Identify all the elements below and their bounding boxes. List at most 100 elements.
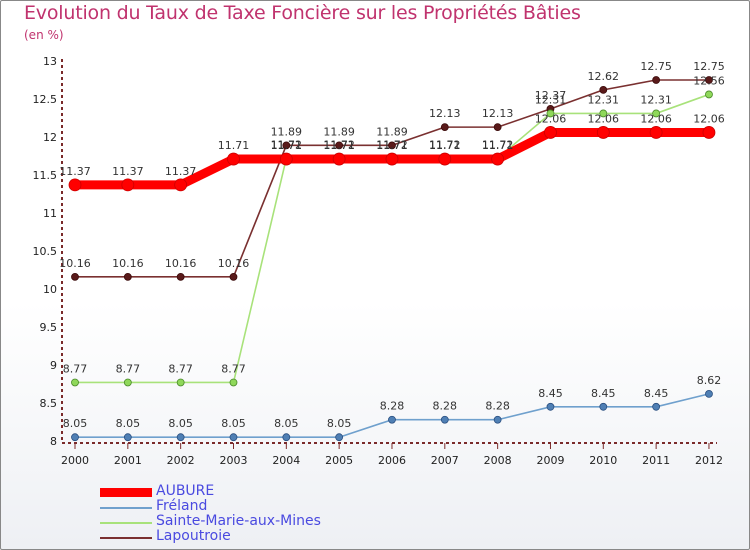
x-tick-label: 2005	[325, 454, 353, 467]
data-label-aubure: 11.71	[482, 139, 514, 152]
y-tick-label: 9	[50, 359, 57, 372]
data-label-fr-land: 8.05	[63, 417, 88, 430]
data-label-lapoutroie: 11.89	[376, 125, 408, 138]
legend-swatch-aubure	[100, 488, 152, 497]
legend-label-lapoutroie: Lapoutroie	[156, 528, 231, 544]
data-point-aubure	[491, 152, 505, 166]
data-label-sainte-marie-aux-mines: 8.77	[63, 362, 88, 375]
data-point-sainte-marie-aux-mines	[705, 90, 713, 99]
data-point-fr-land	[705, 389, 713, 398]
series-line-lapoutroie	[75, 79, 709, 278]
y-tick-label: 10.5	[33, 245, 58, 258]
data-label-aubure: 11.71	[429, 139, 461, 152]
y-tick-label: 11.5	[33, 169, 58, 182]
y-tick-label: 8	[50, 435, 57, 448]
data-point-aubure	[227, 152, 240, 166]
data-label-lapoutroie: 12.13	[482, 107, 514, 120]
data-label-sainte-marie-aux-mines: 12.31	[640, 93, 672, 106]
chart-series	[68, 76, 716, 442]
data-label-aubure: 11.37	[165, 165, 197, 178]
data-point-fr-land	[176, 433, 185, 442]
data-point-aubure	[544, 126, 557, 139]
y-tick-label: 11	[43, 207, 57, 220]
x-tick-label: 2012	[695, 454, 723, 467]
data-point-lapoutroie	[229, 272, 238, 281]
data-point-aubure	[649, 126, 663, 139]
data-label-fr-land: 8.05	[327, 417, 352, 430]
data-point-sainte-marie-aux-mines	[652, 109, 661, 118]
data-label-lapoutroie: 10.16	[112, 257, 144, 270]
data-point-aubure	[332, 152, 346, 166]
data-label-aubure: 11.71	[218, 139, 250, 152]
data-point-aubure	[438, 152, 452, 166]
data-label-lapoutroie: 10.16	[218, 257, 250, 270]
y-tick-label: 12.5	[33, 93, 58, 106]
data-label-fr-land: 8.05	[116, 417, 141, 430]
data-point-sainte-marie-aux-mines	[123, 378, 132, 387]
data-point-aubure	[702, 126, 716, 139]
data-point-fr-land	[652, 402, 661, 411]
data-label-sainte-marie-aux-mines: 11.72	[376, 138, 408, 151]
data-point-aubure	[385, 152, 399, 166]
data-label-sainte-marie-aux-mines: 11.72	[429, 138, 461, 151]
data-label-fr-land: 8.28	[485, 400, 510, 413]
data-point-fr-land	[71, 433, 79, 442]
data-label-sainte-marie-aux-mines: 12.31	[588, 93, 620, 106]
legend-label-sainte-marie-aux-mines: Sainte-Marie-aux-Mines	[156, 513, 321, 529]
data-label-fr-land: 8.05	[221, 417, 246, 430]
data-label-lapoutroie: 12.75	[693, 60, 725, 73]
data-point-sainte-marie-aux-mines	[229, 378, 238, 387]
data-point-lapoutroie	[71, 272, 79, 281]
legend-swatch-sainte-marie-aux-mines	[100, 522, 152, 524]
x-tick-label: 2010	[589, 454, 617, 467]
data-point-aubure	[596, 126, 610, 139]
data-label-fr-land: 8.28	[433, 400, 458, 413]
data-label-fr-land: 8.45	[538, 387, 563, 400]
data-label-aubure: 12.06	[693, 112, 725, 125]
chart-title: Evolution du Taux de Taxe Foncière sur l…	[24, 2, 581, 24]
data-label-lapoutroie: 11.89	[271, 125, 303, 138]
x-tick-label: 2002	[167, 454, 195, 467]
data-label-sainte-marie-aux-mines: 8.77	[116, 362, 141, 375]
data-point-fr-land	[599, 402, 608, 411]
x-tick-label: 2007	[431, 454, 459, 467]
data-label-sainte-marie-aux-mines: 8.77	[221, 362, 246, 375]
data-point-fr-land	[388, 415, 396, 424]
legend-swatch-fr-land	[100, 507, 152, 509]
data-label-sainte-marie-aux-mines: 11.72	[271, 138, 303, 151]
y-tick-label: 13	[43, 55, 57, 68]
data-label-fr-land: 8.05	[168, 417, 193, 430]
data-label-lapoutroie: 10.16	[59, 257, 91, 270]
y-tick-label: 8.5	[40, 397, 58, 410]
data-label-sainte-marie-aux-mines: 11.72	[482, 138, 514, 151]
data-label-aubure: 11.71	[376, 139, 408, 152]
data-label-aubure: 11.71	[271, 139, 303, 152]
data-point-fr-land	[440, 415, 449, 424]
data-point-fr-land	[282, 433, 291, 442]
data-point-lapoutroie	[388, 141, 396, 150]
data-point-sainte-marie-aux-mines	[546, 109, 555, 118]
data-label-fr-land: 8.45	[591, 387, 616, 400]
data-label-aubure: 11.71	[323, 139, 355, 152]
data-label-lapoutroie: 12.13	[429, 107, 461, 120]
data-label-fr-land: 8.62	[697, 374, 722, 387]
data-label-sainte-marie-aux-mines: 8.77	[168, 362, 193, 375]
data-point-lapoutroie	[652, 76, 661, 84]
legend-label-aubure: AUBURE	[156, 483, 215, 499]
data-label-aubure: 12.06	[640, 112, 672, 125]
data-label-fr-land: 8.45	[644, 387, 669, 400]
data-point-aubure	[174, 178, 188, 192]
data-point-aubure	[121, 178, 135, 192]
data-point-sainte-marie-aux-mines	[599, 109, 608, 118]
data-label-lapoutroie: 10.16	[165, 257, 197, 270]
legend-label-fr-land: Fréland	[156, 498, 208, 514]
x-tick-label: 2004	[272, 454, 300, 467]
data-point-fr-land	[229, 433, 238, 442]
data-label-aubure: 12.06	[588, 112, 620, 125]
x-tick-label: 2000	[61, 454, 89, 467]
data-label-fr-land: 8.28	[380, 400, 405, 413]
unit-label: (en %)	[24, 28, 64, 42]
chart-axes: 8 8.5 9 9.5 10 10.5 11 11.5 12 12.5 13 2000 2001 2002…	[33, 55, 723, 467]
data-label-sainte-marie-aux-mines: 11.72	[323, 138, 355, 151]
